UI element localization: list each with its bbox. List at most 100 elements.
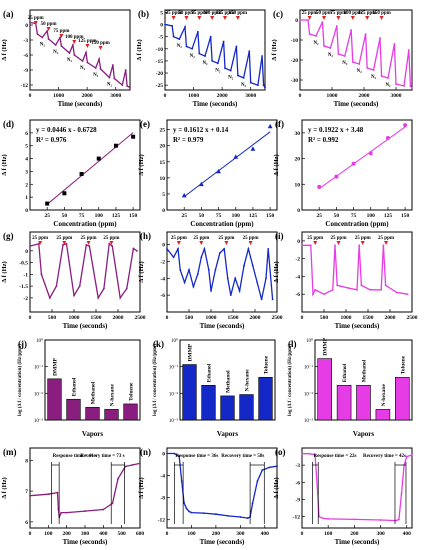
data-point xyxy=(124,69,127,71)
data-point xyxy=(411,87,413,89)
recovery-time-label: Recovery time = 42s xyxy=(363,454,406,459)
data-point xyxy=(85,51,87,54)
data-point xyxy=(125,287,128,290)
y-tick-label: -10 xyxy=(156,47,164,53)
data-point xyxy=(323,293,325,296)
data-point xyxy=(183,502,186,505)
x-tick-label: 300 xyxy=(81,531,90,537)
data-point xyxy=(314,453,316,456)
data-point xyxy=(406,293,409,296)
panel-label: (e) xyxy=(140,119,150,129)
x-tick-label: 1000 xyxy=(188,93,199,99)
data-point xyxy=(223,247,226,250)
y-tick-label: 0 xyxy=(297,239,300,245)
x-tick-label: 0 xyxy=(164,93,167,99)
y-tick-label: 5 xyxy=(25,144,28,150)
data-point xyxy=(209,35,212,38)
data-point xyxy=(385,136,390,140)
data-point xyxy=(166,247,168,250)
y-tick-label: -3 xyxy=(23,38,28,44)
y-tick-label: 0 xyxy=(160,23,163,29)
bar-ethanol xyxy=(336,385,352,421)
bar-n-hexane xyxy=(104,409,119,421)
x-tick-label: 150 xyxy=(266,213,275,219)
data-point xyxy=(55,285,58,288)
data-point xyxy=(227,514,230,517)
y-tick-label: 30 xyxy=(295,131,301,137)
data-point xyxy=(321,21,324,23)
data-point xyxy=(358,244,361,247)
data-point xyxy=(393,43,396,45)
data-point xyxy=(398,518,400,521)
data-point xyxy=(29,494,31,497)
x-tick-label: 500 xyxy=(48,315,57,321)
x-tick-label: 100 xyxy=(367,213,376,219)
data-point xyxy=(179,268,182,271)
y-axis-label: Δ f (Hz) xyxy=(1,477,8,498)
data-point xyxy=(86,61,89,64)
data-point xyxy=(261,469,264,471)
x-tick-label: 3000 xyxy=(245,93,256,99)
panel-l: (l) Vapors log (Δ f / concentration) (Hz/p… xyxy=(288,337,413,438)
data-point xyxy=(214,513,217,516)
series-line xyxy=(164,23,266,88)
data-point xyxy=(214,268,217,271)
event-arrow xyxy=(33,21,38,25)
data-point xyxy=(353,518,356,521)
x-axis-label: Vapors xyxy=(82,430,103,438)
concentration-annotation: 25 ppm xyxy=(378,236,395,241)
data-point xyxy=(71,44,74,46)
data-point xyxy=(172,35,175,38)
x-tick-label: 200 xyxy=(212,531,221,537)
data-point xyxy=(403,123,408,128)
y-tick-label: -30 xyxy=(291,78,299,84)
n2-purge-label: N₂ xyxy=(67,58,73,63)
bar-dmmp xyxy=(47,378,62,421)
concentration-annotation: 75 ppm xyxy=(330,11,347,16)
panel-m: (m) Time (seconds) Δ f (Hz) 0 100 200 300 400 50… xyxy=(1,447,144,546)
x-tick-label: 2500 xyxy=(272,315,283,321)
plot-frame xyxy=(29,447,141,529)
fit-equation: y = 0.1922 x + 3.48 xyxy=(308,126,364,134)
data-point xyxy=(395,291,398,294)
concentration-annotation: 25 ppm xyxy=(243,236,260,241)
x-tick-label: 300 xyxy=(376,531,385,537)
y-axis-label: Δ f (Hz) xyxy=(1,261,8,282)
n2-purge-label: N₂ xyxy=(107,83,113,88)
event-arrow xyxy=(85,44,90,48)
x-tick-label: 125 xyxy=(384,213,393,219)
event-arrow xyxy=(86,241,91,245)
x-tick-label: 200 xyxy=(350,531,359,537)
x-axis-label: Concentration (ppm) xyxy=(325,220,389,228)
y-tick-label: 1 xyxy=(25,195,28,201)
data-point xyxy=(111,64,114,66)
panel-f: (f)Concentration (ppm)Δ f (Hz)25 50 75 100 1… xyxy=(273,119,413,228)
y-tick-label: -12 xyxy=(21,83,29,89)
concentration-annotation: 150 ppm xyxy=(91,41,110,46)
panel-label: (n) xyxy=(140,447,151,457)
data-point xyxy=(249,81,252,84)
n2-purge-label: N₂ xyxy=(40,43,46,48)
data-point xyxy=(191,47,194,50)
bar-category-label: DMMP xyxy=(188,343,194,361)
panel-label: (c) xyxy=(273,9,283,19)
x-tick-label: 50 xyxy=(62,213,68,219)
panel-c: (c) Time (seconds) Δ f (Hz) 0 1000 2000 3000 0 -… xyxy=(271,9,413,108)
data-point xyxy=(403,85,405,87)
y-tick-label: 20 xyxy=(295,157,301,163)
data-point xyxy=(111,502,114,505)
y-tick-label: -9 xyxy=(23,68,28,74)
data-point xyxy=(129,86,131,89)
y-tick-label: 0 xyxy=(295,18,298,24)
x-tick-label: 75 xyxy=(79,213,85,219)
concentration-annotation: 25 ppm xyxy=(302,11,319,16)
panel-label: (b) xyxy=(138,9,149,19)
data-point xyxy=(329,47,332,49)
x-tick-label: 0 xyxy=(301,315,304,321)
x-axis-label: Time (seconds) xyxy=(335,322,380,330)
concentration-annotation: 25 ppm xyxy=(32,236,49,241)
y-tick-label: 10⁻² xyxy=(169,391,179,397)
concentration-annotation: 25 ppm xyxy=(193,236,210,241)
x-tick-label: 50 xyxy=(334,213,340,219)
plot-frame xyxy=(166,231,278,313)
